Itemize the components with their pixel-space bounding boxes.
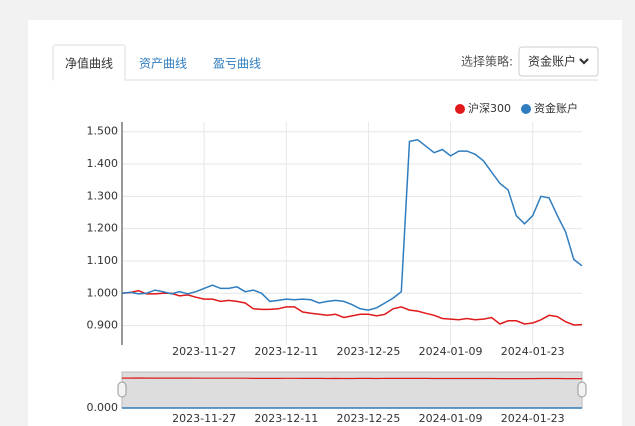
strategy-select[interactable] [518,46,599,77]
navigator-x-label: 2023-12-25 [336,412,400,425]
x-tick-label: 2023-12-11 [254,345,318,358]
y-tick-label: 1.300 [87,189,119,202]
navigator-handle[interactable] [117,381,127,398]
navigator-x-label: 2023-12-11 [254,412,318,425]
series-line [121,138,583,311]
x-tick-label: 2024-01-23 [501,345,565,358]
y-tick-label: 1.500 [87,125,119,138]
navigator-line [122,377,582,380]
active-tab-box [52,44,126,80]
navigator-handle[interactable] [577,381,587,398]
navigator-y-label: 0.000 [87,401,119,414]
strategy-value[interactable]: 资金账户 [528,54,576,69]
x-tick-label: 2024-01-09 [419,345,483,358]
x-tick-label: 2023-11-27 [172,345,236,358]
y-tick-label: 1.400 [87,157,119,170]
navigator-window [121,371,583,409]
tab[interactable]: 资产曲线 [139,57,187,71]
strategy-label: 选择策略: [461,54,513,69]
y-tick-label: 1.200 [87,222,119,235]
legend-label: 资金账户 [534,101,578,115]
legend-marker [521,104,531,114]
chevron-icon [579,58,589,65]
y-tick-label: 1.100 [87,254,119,267]
legend-marker [455,104,465,114]
tab[interactable]: 盈亏曲线 [213,57,261,71]
tab[interactable]: 净值曲线 [65,56,113,71]
navigator-x-label: 2024-01-23 [501,412,565,425]
y-tick-label: 0.900 [87,319,119,332]
legend-label: 沪深300 [468,101,511,115]
series-line [121,289,583,326]
navigator-x-label: 2024-01-09 [419,412,483,425]
x-tick-label: 2023-12-25 [336,345,400,358]
y-tick-label: 1.000 [87,286,119,299]
navigator-x-label: 2023-11-27 [172,412,236,425]
